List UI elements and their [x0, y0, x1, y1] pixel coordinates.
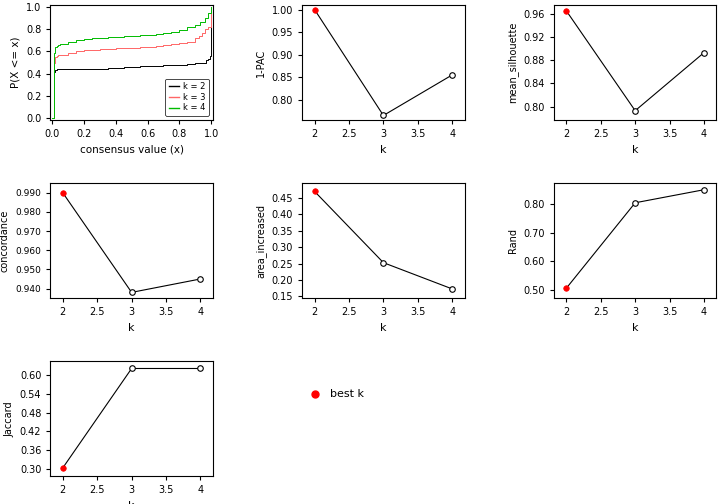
X-axis label: k: k	[128, 501, 135, 504]
Y-axis label: mean_silhouette: mean_silhouette	[507, 22, 518, 103]
Y-axis label: P(X <= x): P(X <= x)	[11, 37, 20, 88]
Y-axis label: area_increased: area_increased	[255, 204, 266, 278]
Y-axis label: concordance: concordance	[0, 210, 10, 272]
X-axis label: k: k	[128, 323, 135, 333]
Text: best k: best k	[330, 389, 364, 399]
X-axis label: k: k	[632, 323, 639, 333]
X-axis label: k: k	[632, 145, 639, 155]
X-axis label: k: k	[380, 145, 387, 155]
Y-axis label: 1-PAC: 1-PAC	[256, 48, 266, 77]
X-axis label: k: k	[380, 323, 387, 333]
Y-axis label: Jaccard: Jaccard	[4, 401, 14, 436]
Legend: k = 2, k = 3, k = 4: k = 2, k = 3, k = 4	[166, 79, 209, 116]
Y-axis label: Rand: Rand	[508, 228, 518, 253]
X-axis label: consensus value (x): consensus value (x)	[80, 145, 184, 155]
